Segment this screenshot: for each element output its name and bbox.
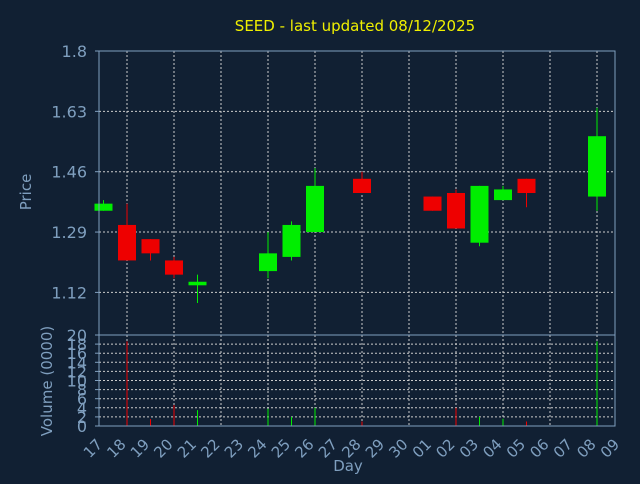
- price-tick-label: 1.46: [51, 163, 87, 182]
- volume-tick-label: 2: [77, 408, 87, 427]
- x-tick-label: 17: [80, 435, 106, 461]
- x-tick-label: 19: [127, 435, 153, 461]
- candle-body: [141, 239, 160, 254]
- chart-title: SEED - last updated 08/12/2025: [235, 17, 475, 35]
- candle-body: [353, 178, 371, 193]
- x-tick-label: 22: [197, 435, 223, 461]
- x-tick-label: 03: [456, 435, 482, 461]
- candle-body: [94, 203, 113, 211]
- x-tick-label: 09: [597, 435, 623, 461]
- x-tick-label: 04: [479, 435, 505, 461]
- volume-tick-label: 18: [67, 335, 87, 354]
- candle-body: [118, 224, 136, 261]
- candle-body: [165, 260, 183, 275]
- volume-tick-label: 10: [67, 372, 87, 391]
- candle-body: [588, 136, 606, 197]
- volume-tick-label: 6: [77, 390, 87, 409]
- x-tick-label: 21: [174, 435, 200, 461]
- candle-body: [282, 224, 301, 257]
- x-tick-label: 06: [526, 435, 552, 461]
- x-tick-label: 01: [409, 435, 435, 461]
- x-tick-label: 07: [550, 435, 576, 461]
- candle-body: [494, 189, 512, 201]
- price-tick-label: 1.12: [51, 283, 87, 302]
- volume-frame: [98, 334, 616, 427]
- candle-body: [188, 281, 207, 286]
- x-tick-label: 20: [150, 435, 176, 461]
- x-tick-label: 02: [432, 435, 458, 461]
- x-tick-label: 29: [362, 435, 388, 461]
- x-tick-label: 25: [268, 435, 294, 461]
- volume-tick-label: 0: [77, 417, 87, 436]
- candle-body: [423, 196, 442, 211]
- price-tick-label: 1.29: [51, 223, 87, 242]
- candle-body: [306, 185, 324, 233]
- x-tick-label: 30: [385, 435, 411, 461]
- volume-axis-label: Volume (0000): [38, 326, 56, 436]
- volume-tick-label: 16: [67, 344, 87, 363]
- x-tick-label: 26: [291, 435, 317, 461]
- candle-body: [470, 185, 489, 243]
- volume-tick-label: 12: [67, 362, 87, 381]
- volume-tick-label: 20: [67, 326, 87, 345]
- volume-tick-label: 8: [77, 381, 87, 400]
- candle-body: [447, 193, 465, 229]
- price-tick-label: 1.8: [62, 42, 87, 61]
- x-tick-label: 08: [573, 435, 599, 461]
- volume-tick-label: 14: [67, 353, 87, 372]
- price-panel: 1.12 1.29 1.46 1.63 1.8: [51, 42, 616, 336]
- x-axis-label: Day: [333, 457, 363, 475]
- x-tick-label: 24: [244, 435, 270, 461]
- candle-body: [259, 253, 277, 272]
- volume-tick-label: 4: [77, 399, 87, 418]
- x-tick-label: 05: [503, 435, 529, 461]
- price-axis-label: Price: [17, 174, 35, 211]
- candle-body: [517, 178, 536, 193]
- x-tick-label: 23: [221, 435, 247, 461]
- price-tick-label: 1.63: [51, 102, 87, 121]
- x-tick-label: 18: [103, 435, 129, 461]
